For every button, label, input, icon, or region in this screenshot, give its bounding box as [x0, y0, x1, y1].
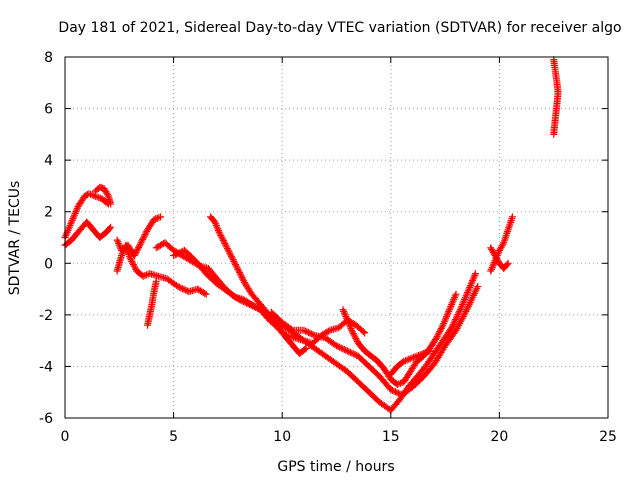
series-track-n — [487, 244, 512, 272]
data-series — [61, 56, 562, 414]
x-tick-label: 10 — [273, 429, 291, 445]
y-tick-label: 0 — [44, 256, 53, 272]
y-tick-label: 2 — [44, 205, 53, 221]
series-track-f — [144, 277, 160, 329]
y-tick-label: 4 — [44, 153, 53, 169]
data-markers — [91, 183, 115, 208]
y-axis-label: SDTVAR / TECUs — [7, 181, 23, 296]
data-markers — [267, 283, 482, 399]
data-markers — [113, 241, 210, 298]
series-track-l — [387, 347, 434, 378]
series-track-c — [91, 183, 115, 208]
x-tick-label: 0 — [61, 429, 70, 445]
series-track-j — [267, 283, 482, 399]
data-markers — [550, 56, 562, 138]
series-track-e — [113, 241, 210, 298]
plot-frame — [64, 56, 609, 419]
y-tick-label: -2 — [39, 308, 53, 324]
data-markers — [152, 239, 369, 347]
axis-ticks: 0 5 10 15 20 25 -6 -4 -2 0 2 4 6 8 — [39, 50, 617, 445]
x-tick-label: 5 — [169, 429, 178, 445]
y-tick-label: 8 — [44, 50, 53, 66]
y-tick-label: -6 — [39, 411, 53, 427]
grid-lines — [65, 57, 608, 418]
chart-title: Day 181 of 2021, Sidereal Day-to-day VTE… — [58, 20, 621, 36]
data-markers — [387, 347, 434, 378]
y-tick-label: 6 — [44, 102, 53, 118]
series-track-g — [152, 239, 369, 347]
y-tick-label: -4 — [39, 359, 53, 375]
x-tick-label: 25 — [599, 429, 617, 445]
data-markers — [144, 277, 160, 329]
series-track-o — [550, 56, 562, 138]
x-tick-label: 15 — [382, 429, 400, 445]
x-tick-label: 20 — [490, 429, 508, 445]
data-markers — [487, 244, 512, 272]
x-axis-label: GPS time / hours — [277, 459, 394, 475]
